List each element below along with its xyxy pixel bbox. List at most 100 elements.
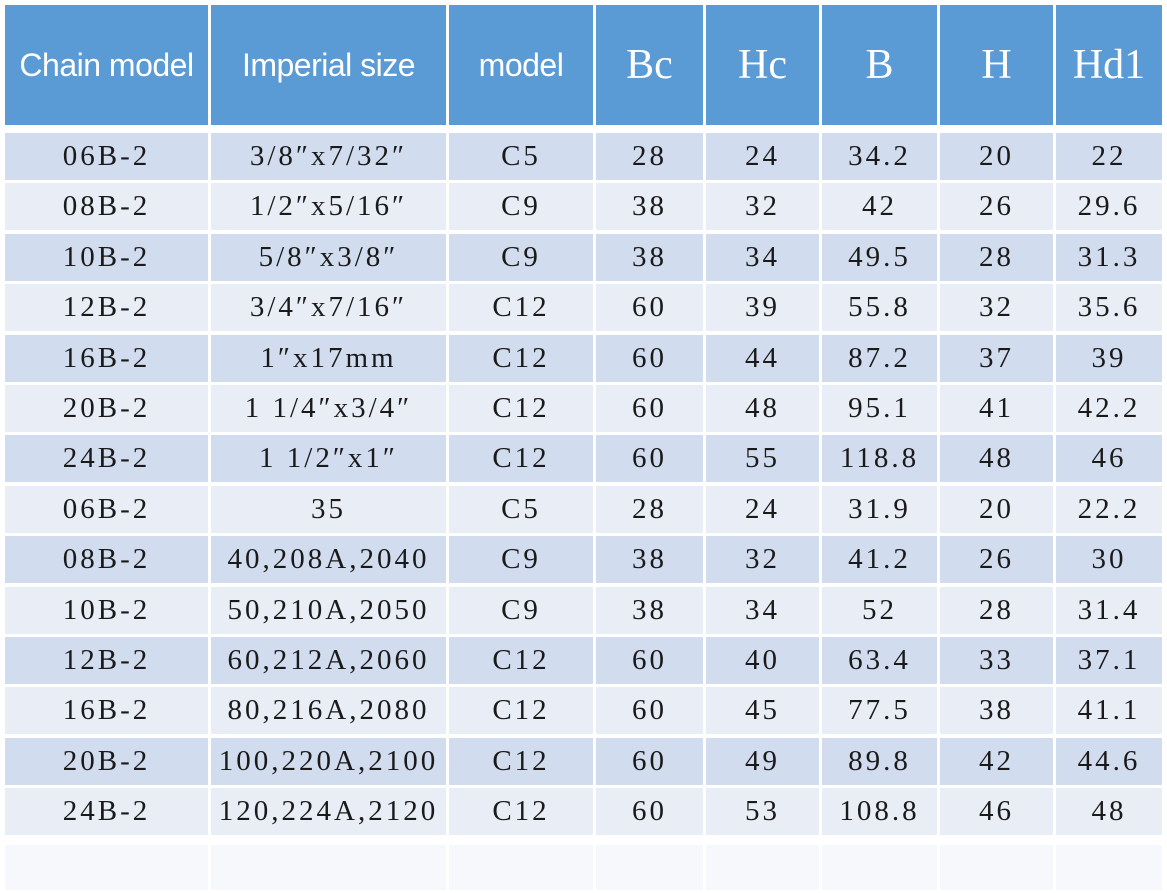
table-cell: 28 — [940, 233, 1053, 281]
table-cell: C12 — [449, 284, 593, 332]
table-cell: 20 — [940, 133, 1053, 180]
table-cell: 89.8 — [822, 737, 937, 785]
header-cell: H — [940, 5, 1053, 125]
table-cell: 46 — [1056, 435, 1162, 483]
header-cell: B — [822, 5, 937, 125]
table-cell: 41 — [940, 385, 1053, 432]
table-cell: 3/8″x7/32″ — [211, 133, 446, 180]
table-cell: 34.2 — [822, 133, 937, 180]
table-cell: 38 — [940, 687, 1053, 735]
table-cell: 29.6 — [1056, 183, 1162, 231]
faded-row — [596, 845, 703, 890]
table-cell: 16B-2 — [5, 687, 208, 735]
table-cell: 46 — [940, 788, 1053, 836]
table-cell: C12 — [449, 334, 593, 382]
table-cell: 20B-2 — [5, 385, 208, 432]
table-cell: 53 — [706, 788, 819, 836]
table-cell: 24 — [706, 485, 819, 533]
table-cell: 3/4″x7/16″ — [211, 284, 446, 332]
table-cell: 63.4 — [822, 637, 937, 684]
table-cell: 31.3 — [1056, 233, 1162, 281]
table-cell: 60 — [596, 737, 703, 785]
table-cell: 100,220A,2100 — [211, 737, 446, 785]
table-cell: 38 — [596, 586, 703, 634]
faded-row — [211, 845, 446, 890]
table-cell: 42 — [822, 183, 937, 231]
table-cell: C9 — [449, 586, 593, 634]
table-cell: 30 — [1056, 536, 1162, 584]
table-cell: 48 — [706, 385, 819, 432]
table-cell: 22 — [1056, 133, 1162, 180]
table-cell: 28 — [596, 485, 703, 533]
table-cell: 28 — [596, 133, 703, 180]
table-cell: 118.8 — [822, 435, 937, 483]
table-cell: 60 — [596, 637, 703, 684]
header-cell: Chain model — [5, 5, 208, 125]
table-cell: C12 — [449, 687, 593, 735]
table-cell: 24 — [706, 133, 819, 180]
table-cell: 44.6 — [1056, 737, 1162, 785]
table-cell: 60 — [596, 334, 703, 382]
table-cell: C9 — [449, 233, 593, 281]
table-cell: C9 — [449, 536, 593, 584]
header-cell: Hc — [706, 5, 819, 125]
header-cell: Hd1 — [1056, 5, 1162, 125]
table-cell: 5/8″x3/8″ — [211, 233, 446, 281]
table-cell: 60 — [596, 435, 703, 483]
table-cell: 60 — [596, 788, 703, 836]
table-cell: 20 — [940, 485, 1053, 533]
table-cell: 95.1 — [822, 385, 937, 432]
table-cell: 31.9 — [822, 485, 937, 533]
table-cell: 108.8 — [822, 788, 937, 836]
table-cell: 40 — [706, 637, 819, 684]
table-cell: 44 — [706, 334, 819, 382]
table-cell: 49 — [706, 737, 819, 785]
table-cell: 1 1/2″x1″ — [211, 435, 446, 483]
table-cell: 37 — [940, 334, 1053, 382]
table-cell: 39 — [706, 284, 819, 332]
table-cell: C5 — [449, 133, 593, 180]
faded-row — [706, 845, 819, 890]
faded-row — [1056, 845, 1162, 890]
table-cell: 08B-2 — [5, 536, 208, 584]
table-cell: 20B-2 — [5, 737, 208, 785]
table-cell: 1″x17mm — [211, 334, 446, 382]
table-cell: 52 — [822, 586, 937, 634]
table-cell: 42.2 — [1056, 385, 1162, 432]
table-cell: 41.1 — [1056, 687, 1162, 735]
table-cell: 35.6 — [1056, 284, 1162, 332]
table-cell: 22.2 — [1056, 485, 1162, 533]
table-cell: 24B-2 — [5, 435, 208, 483]
table-cell: 38 — [596, 183, 703, 231]
table-cell: 33 — [940, 637, 1053, 684]
table-cell: 80,216A,2080 — [211, 687, 446, 735]
faded-row — [449, 845, 593, 890]
table-cell: 41.2 — [822, 536, 937, 584]
table-cell: C12 — [449, 435, 593, 483]
table-cell: 34 — [706, 233, 819, 281]
faded-row — [5, 845, 208, 890]
table-cell: C12 — [449, 637, 593, 684]
table-cell: 32 — [706, 536, 819, 584]
faded-row — [940, 845, 1053, 890]
table-cell: 28 — [940, 586, 1053, 634]
table-cell: 45 — [706, 687, 819, 735]
table-cell: 39 — [1056, 334, 1162, 382]
table-cell: C9 — [449, 183, 593, 231]
table-cell: 26 — [940, 183, 1053, 231]
table-cell: 35 — [211, 485, 446, 533]
table-cell: 32 — [940, 284, 1053, 332]
table-cell: C12 — [449, 737, 593, 785]
table-cell: 16B-2 — [5, 334, 208, 382]
table-cell: 60 — [596, 687, 703, 735]
table-cell: 1/2″x5/16″ — [211, 183, 446, 231]
table-cell: 77.5 — [822, 687, 937, 735]
table-cell: 32 — [706, 183, 819, 231]
table-cell: 50,210A,2050 — [211, 586, 446, 634]
table-cell: 60,212A,2060 — [211, 637, 446, 684]
table-cell: 06B-2 — [5, 133, 208, 180]
table-cell: 42 — [940, 737, 1053, 785]
table-cell: 48 — [940, 435, 1053, 483]
table-cell: 55 — [706, 435, 819, 483]
table-cell: 12B-2 — [5, 637, 208, 684]
